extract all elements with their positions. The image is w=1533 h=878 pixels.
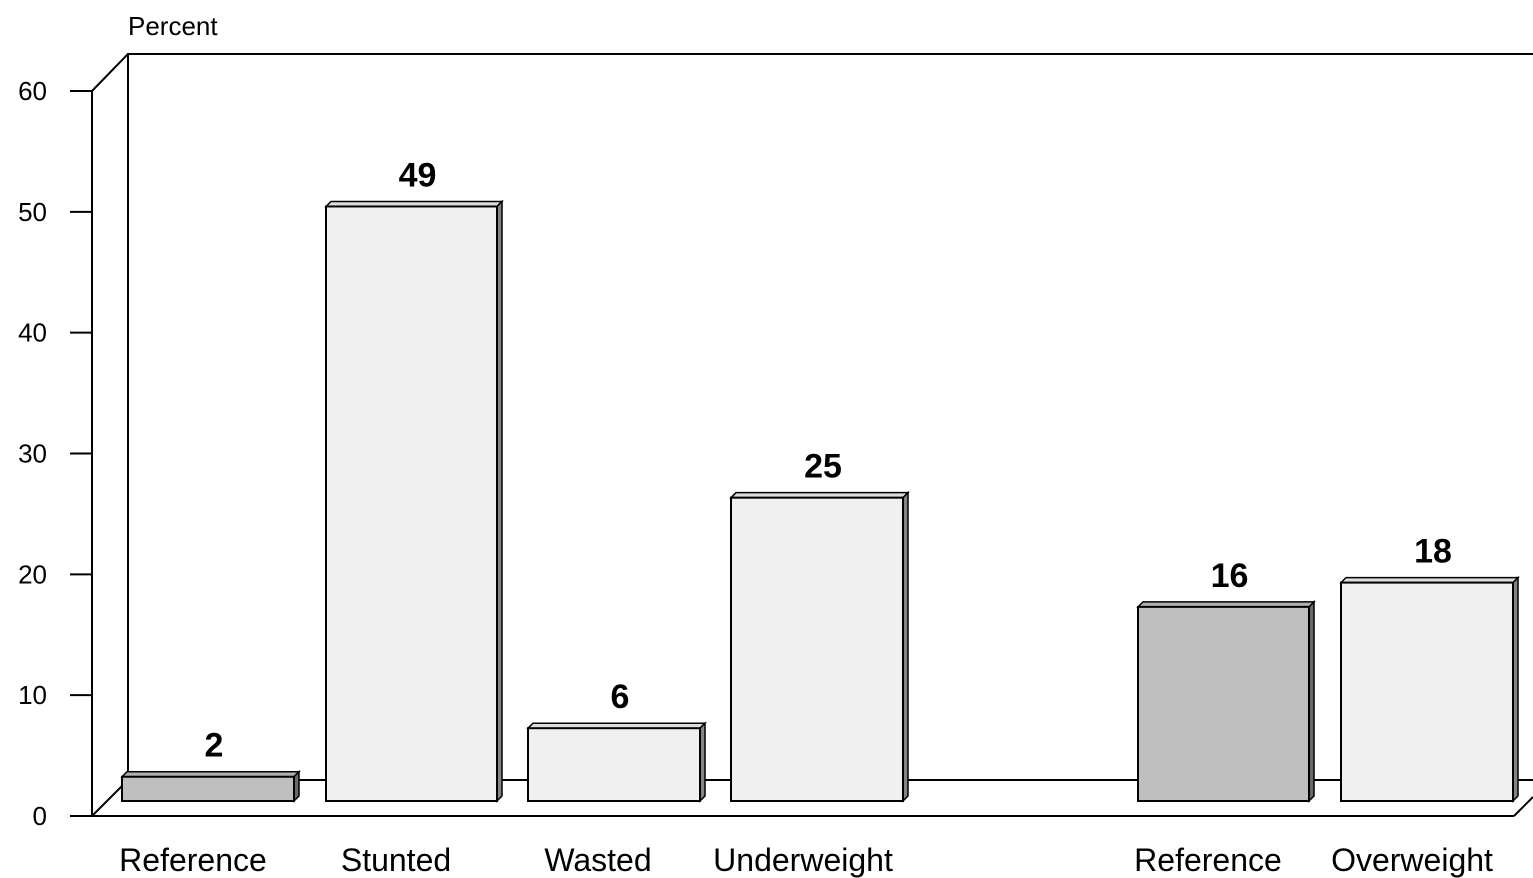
bar-front-face	[121, 775, 295, 803]
bar-front-face	[730, 496, 904, 802]
bar-overweight: 18	[1339, 533, 1520, 803]
x-tick-label: Reference	[1134, 842, 1282, 878]
bar-front-face	[325, 205, 498, 802]
y-tick-label: 30	[18, 439, 47, 469]
y-axis: Percent 0 10 20 30 40 50 60	[18, 11, 218, 831]
data-label: 25	[804, 448, 842, 486]
bar-front-face	[1340, 581, 1514, 802]
data-label: 6	[611, 678, 630, 716]
x-tick-label: Overweight	[1331, 842, 1493, 878]
bar-front-face	[1137, 605, 1310, 802]
floor-right-edge	[1513, 796, 1533, 817]
x-tick-label: Wasted	[544, 842, 651, 878]
y-tick-label: 0	[33, 801, 47, 831]
x-tick-label: Reference	[119, 842, 267, 878]
y-tick-label: 60	[18, 76, 47, 106]
side-wall-top-edge	[91, 53, 129, 92]
bar-front-face	[527, 727, 701, 803]
data-label: 49	[399, 156, 437, 194]
y-tick-label: 50	[18, 197, 47, 227]
bar-wasted: 6	[526, 678, 707, 803]
bars: 2 49 6 25 16 18	[120, 156, 1520, 803]
bar-stunted: 49	[324, 156, 504, 803]
bar-underweight: 25	[729, 448, 910, 803]
data-label: 16	[1211, 557, 1249, 595]
x-axis-labels: Reference Stunted Wasted Underweight Referen…	[119, 842, 1493, 878]
y-tick-label: 10	[18, 680, 47, 710]
y-axis-title: Percent	[128, 11, 218, 41]
data-label: 18	[1414, 533, 1452, 571]
y-tick-label: 20	[18, 559, 47, 589]
bar-reference: 16	[1136, 557, 1316, 803]
x-tick-label: Stunted	[341, 842, 451, 878]
back-wall	[127, 53, 1533, 780]
data-label: 2	[205, 727, 224, 765]
bar-reference: 2	[120, 727, 301, 803]
x-tick-label: Underweight	[713, 842, 893, 878]
y-tick-label: 40	[18, 318, 47, 348]
